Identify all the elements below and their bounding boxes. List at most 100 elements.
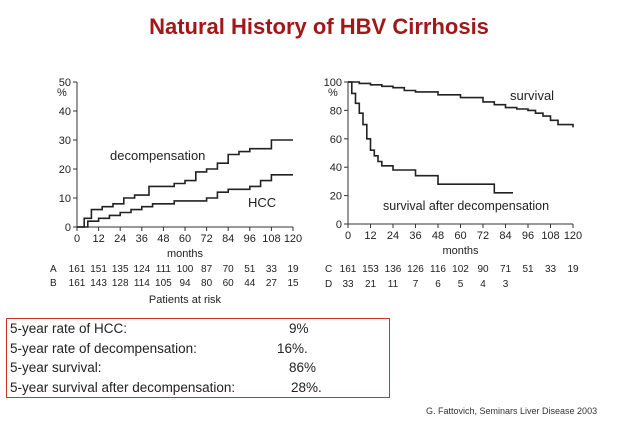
risk-value: 44 [244,278,256,289]
x-tick-label: 96 [522,230,534,242]
stat-label: 5-year rate of HCC: [10,321,128,336]
risk-value: 71 [500,264,512,275]
risk-value: 102 [452,264,469,275]
risk-value: 161 [69,264,86,275]
y-tick-label: 30 [59,135,71,147]
x-tick-label: 12 [364,230,376,242]
risk-row-label: A [50,264,57,275]
x-tick-label: 48 [157,233,169,245]
risk-value: 15 [287,278,299,289]
x-tick-label: 72 [200,233,212,245]
risk-value: 94 [179,278,191,289]
x-tick-label: 48 [432,230,444,242]
risk-value: 19 [287,264,299,275]
x-tick-label: 36 [409,230,421,242]
risk-value: 4 [480,279,486,290]
citation: G. Fattovich, Seminars Liver Disease 200… [426,406,598,416]
series-line-0-0 [77,139,293,228]
risk-value: 27 [266,278,278,289]
x-axis-label: months [442,245,479,257]
risk-value: 124 [133,264,150,275]
x-tick-label: 36 [136,233,148,245]
stat-row-survival-after-decompensation: 5-year survival after decompensation: 28… [7,378,389,398]
stat-value: 86% [289,360,317,375]
stat-label: 5-year rate of decompensation: [10,340,197,356]
x-tick-label: 0 [74,233,80,245]
stat-row-hcc: 5-year rate of HCC: 9% [7,319,389,339]
y-axis-label: % [57,87,67,99]
risk-row-label: D [325,279,332,290]
risk-value: 105 [155,278,172,289]
y-tick-label: 100 [324,77,342,89]
x-tick-label: 84 [222,233,234,245]
risk-value: 90 [477,264,489,275]
risk-value: 114 [134,278,150,289]
stat-value: 9% [289,321,309,336]
risk-value: 3 [503,279,509,290]
y-tick-label: 40 [59,106,71,118]
risk-value: 116 [430,264,446,275]
x-tick-label: 108 [541,230,559,242]
stat-row-decompensation: 5-year rate of decompensation: 16%. [7,339,389,359]
y-tick-label: 20 [59,164,71,176]
risk-value: 70 [223,264,235,275]
y-tick-label: 10 [59,193,71,205]
stat-row-survival: 5-year survival: 86% [7,358,389,378]
x-tick-label: 96 [244,233,256,245]
risk-value: 100 [177,264,194,275]
risk-value: 33 [545,264,557,275]
stats-box: 5-year rate of HCC: 9% 5-year rate of de… [6,318,390,398]
y-tick-label: 20 [330,191,342,203]
risk-value: 33 [266,264,278,275]
series-line-0-1 [77,174,293,228]
x-tick-label: 84 [499,230,511,242]
risk-value: 143 [90,278,107,289]
risk-row-label: B [50,278,57,289]
risk-value: 21 [365,279,377,290]
y-tick-label: 60 [330,134,342,146]
risk-value: 33 [342,279,354,290]
stat-value: 16%. [277,340,308,356]
y-axis-label: % [328,87,338,99]
series-label: survival after decompensation [383,199,549,213]
x-tick-label: 24 [114,233,126,245]
x-tick-label: 24 [387,230,399,242]
x-tick-label: 60 [179,233,191,245]
x-axis-label: months [167,248,204,260]
risk-value: 11 [388,279,399,290]
x-tick-label: 108 [262,233,280,245]
risk-row-label: C [325,264,332,275]
y-tick-label: 50 [59,77,71,89]
y-tick-label: 80 [330,105,342,117]
y-tick-label: 0 [336,219,342,231]
x-tick-label: 60 [454,230,466,242]
page-title: Natural History of HBV Cirrhosis [149,14,489,39]
risk-value: 6 [435,279,441,290]
risk-value: 135 [112,264,129,275]
risk-value: 7 [413,279,419,290]
risk-value: 5 [458,279,464,290]
risk-value: 128 [112,278,129,289]
y-tick-label: 40 [330,162,342,174]
stat-value: 28%. [291,379,322,395]
risk-value: 19 [567,264,579,275]
risk-value: 51 [522,264,534,275]
risk-value: 161 [69,278,86,289]
risk-value: 60 [223,278,235,289]
x-tick-label: 72 [477,230,489,242]
series-label: HCC [248,195,276,210]
x-tick-label: 12 [92,233,104,245]
risk-value: 126 [407,264,424,275]
risk-value: 80 [201,278,213,289]
risk-table-title: Patients at risk [149,294,222,306]
series-label: survival [510,88,554,103]
y-tick-label: 0 [65,222,71,234]
risk-value: 51 [244,264,256,275]
series-line-1-1 [348,81,513,194]
risk-value: 153 [362,264,379,275]
risk-value: 87 [201,264,213,275]
x-tick-label: 120 [564,230,582,242]
stat-label: 5-year survival after decompensation: [10,379,236,395]
risk-value: 111 [156,264,172,275]
